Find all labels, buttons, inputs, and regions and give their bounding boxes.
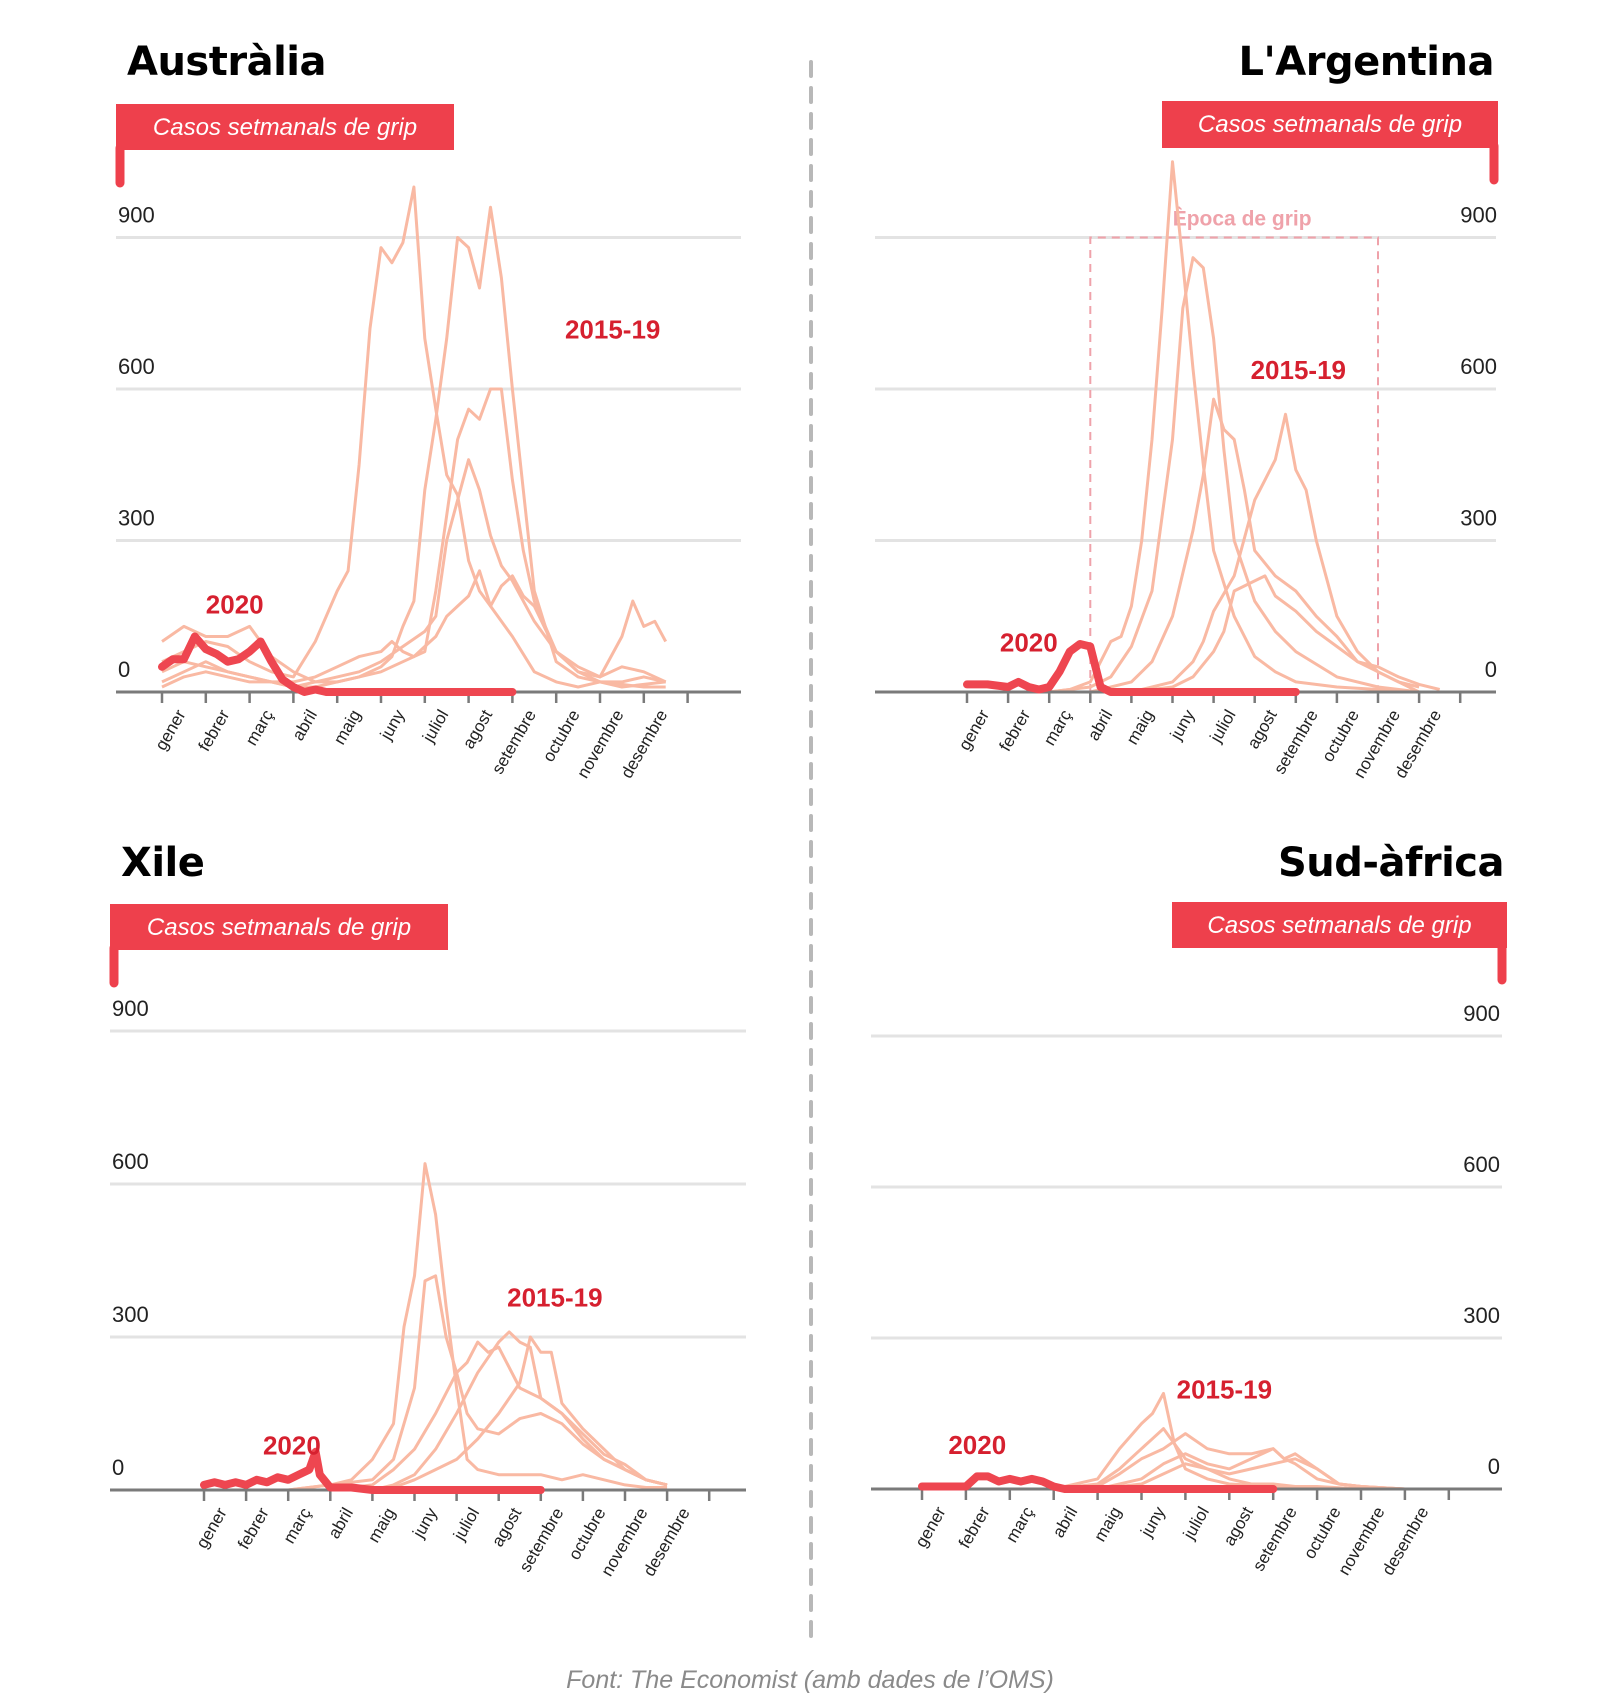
ylabel-tag [1162,101,1498,148]
label-2015-19: 2015-19 [1177,1374,1272,1404]
x-tick-label: agost [459,706,496,752]
y-tick-label: 300 [112,1302,149,1327]
chart-panel-australia: Austràlia Casos setmanals de grip 0 300 600 9… [115,39,741,781]
x-tick-label: maig [330,707,365,748]
chart-title: L'Argentina [1239,39,1494,85]
x-tick-label: setembre [488,707,540,778]
x-tick-label: abril [288,707,321,744]
chart-panel-xile: Xile Casos setmanals de grip 0 300 600 900 gen… [109,840,746,1579]
series-line-2016 [967,256,1420,694]
x-tick-label: febrer [996,706,1035,754]
series-line-2020 [963,640,1300,696]
x-tick-label: març [1040,706,1076,749]
y-tick-label: 0 [1488,1454,1500,1479]
x-tick-label: juliol [449,1505,483,1545]
x-tick-label: gener [911,1503,949,1550]
y-tick-label: 0 [112,1455,124,1480]
x-tick-label: maig [1090,1504,1125,1545]
x-tick-label: febrer [955,1503,994,1551]
x-tick-label: març [242,706,278,749]
chart-panel-argentina: L'Argentina Casos setmanals de grip 0 300 60… [875,39,1499,781]
x-tick-label: març [279,1504,315,1547]
x-tick-label: juny [1137,1503,1170,1541]
label-2020: 2020 [206,590,264,620]
series-line-2018 [922,1447,1405,1491]
label-2020: 2020 [1000,628,1058,658]
series-line-2020 [918,1472,1278,1493]
series-line-2019 [161,569,668,684]
y-tick-label: 900 [1460,203,1497,228]
series-line-2015 [967,160,1420,694]
ylabel-text: Casos setmanals de grip [147,914,411,941]
x-tick-label: juliol [418,707,452,747]
flu-season-label: Època de grip [1173,208,1312,231]
series-line-2017 [161,387,667,689]
y-tick-label: 600 [1460,354,1497,379]
y-tick-label: 900 [118,203,155,228]
series-line-2020 [200,1447,545,1494]
series-line-2017 [967,397,1420,694]
y-tick-label: 900 [1463,1001,1500,1026]
flu-season-box [1089,236,1379,692]
series-line-2015 [204,1162,668,1492]
y-tick-label: 600 [112,1149,149,1174]
x-tick-label: gener [955,706,993,753]
series-line-2015 [161,185,666,689]
ylabel-tag [110,904,448,950]
y-tick-label: 300 [1463,1303,1500,1328]
x-tick-label: juny [409,1504,442,1542]
x-tick-label: setembre [1249,1504,1301,1575]
x-tick-label: juny [1166,706,1199,744]
ylabel-text: Casos setmanals de grip [153,114,417,141]
chart-title: Sud-àfrica [1278,840,1504,886]
x-tick-label: març [1002,1503,1038,1546]
chart-title: Xile [121,840,204,886]
x-tick-label: abril [1049,1504,1082,1541]
label-2015-19: 2015-19 [565,315,660,345]
y-tick-label: 0 [118,657,130,682]
label-2020: 2020 [263,1430,321,1460]
y-tick-label: 600 [118,354,155,379]
ylabel-tag [116,104,454,150]
ylabel-text: Casos setmanals de grip [1207,912,1471,939]
y-tick-label: 0 [1485,657,1497,682]
x-tick-label: abril [1084,707,1117,744]
chart-panel-sudafrica: Sud-àfrica Casos setmanals de grip 0 300 600… [871,840,1507,1578]
x-tick-label: febrer [195,706,234,754]
label-2020: 2020 [948,1430,1006,1460]
x-tick-label: juliol [1179,1504,1213,1544]
x-tick-label: octubre [539,707,584,766]
y-tick-label: 300 [1460,506,1497,531]
x-tick-label: agost [488,1504,525,1550]
x-tick-label: octubre [1300,1504,1345,1563]
x-tick-label: octubre [565,1505,610,1564]
y-tick-label: 300 [118,506,155,531]
x-tick-label: maig [364,1505,399,1546]
label-2015-19: 2015-19 [507,1282,602,1312]
x-tick-label: abril [324,1505,357,1542]
source-note: Font: The Economist (amb dades de l’OMS) [566,1666,1054,1694]
x-tick-label: octubre [1318,707,1363,766]
series-line-2017 [204,1340,668,1492]
x-tick-label: juliol [1206,707,1240,747]
ylabel-tag [1172,902,1507,948]
x-tick-label: agost [1244,706,1281,752]
series-line-2018 [204,1330,668,1492]
chart-title: Austràlia [127,39,326,85]
y-tick-label: 900 [112,996,149,1021]
x-tick-label: gener [192,1504,230,1551]
x-tick-label: maig [1123,707,1158,748]
series-line-2020 [158,632,517,696]
series-line-2016 [922,1427,1405,1491]
ylabel-text: Casos setmanals de grip [1198,111,1462,138]
x-tick-label: juny [376,706,409,744]
x-tick-label: agost [1220,1503,1257,1549]
x-tick-label: febrer [234,1504,273,1552]
y-tick-label: 600 [1463,1152,1500,1177]
label-2015-19: 2015-19 [1251,355,1346,385]
x-tick-label: gener [151,706,189,753]
